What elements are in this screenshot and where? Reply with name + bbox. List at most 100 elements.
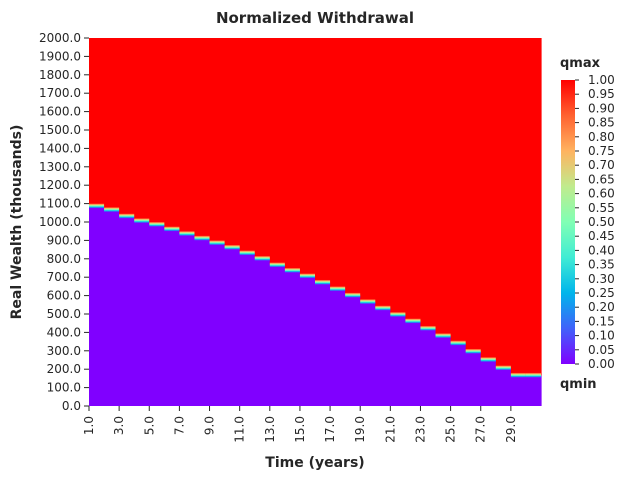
colorbar-tick-label: 0.50 [588,215,615,229]
colorbar-tick-label: 0.55 [588,201,615,215]
heatmap-cell-qmax [435,38,452,337]
heatmap-cell-qmax [495,38,512,369]
heatmap-cell-qmin [345,295,361,406]
heatmap-cell-qmin [134,221,150,406]
boundary-transition-band [315,279,331,285]
heatmap-cell-qmin [405,321,422,406]
heatmap-cell-qmin [179,233,196,406]
heatmap-cell-qmax [375,38,391,309]
heatmap-cell-qmin [194,238,211,406]
colorbar-tick-label: 0.25 [588,286,615,300]
x-axis-label: Time (years) [265,455,364,471]
boundary-transition-band [149,221,165,227]
heatmap-cell-qmax [465,38,482,352]
heatmap-cell-qmax [360,38,376,303]
heatmap-cell-qmax [420,38,437,329]
heatmap-cell-qmin [495,368,512,406]
boundary-transition-band [390,311,406,317]
boundary-transition-band [209,240,225,246]
boundary-transition-band [465,348,481,354]
boundary-transition-layer [89,203,541,378]
boundary-transition-band [345,292,361,298]
heatmap-cell-qmin [224,247,241,406]
heatmap-cell-qmax [164,38,180,230]
heatmap-cell-qmin [284,270,301,406]
boundary-transition-band [104,207,120,213]
colorbar-tick-label: 0.45 [588,229,615,243]
heatmap-cell-qmin [510,375,527,406]
y-tick-label: 600.0 [47,289,81,303]
heatmap-cell-qmin [465,351,482,406]
x-tick-label: 11.0 [233,416,247,443]
boundary-transition-band [450,340,466,346]
heatmap-cell-qmax [480,38,497,360]
heatmap-cell-qmax [194,38,211,239]
boundary-transition-band [495,365,511,371]
heatmap-cell-qmin [450,343,467,406]
x-tick-label: 17.0 [323,416,337,443]
boundary-transition-band [224,244,240,250]
heatmap-cell-qmax [525,38,542,376]
y-tick-label: 1200.0 [39,178,81,192]
boundary-transition-band [360,299,376,305]
x-tick-label: 21.0 [383,416,397,443]
heatmap-cell-qmax [315,38,331,283]
boundary-transition-band [89,203,105,209]
colorbar-ticks: 0.000.050.100.150.200.250.300.350.400.45… [575,73,615,371]
x-tick-label: 25.0 [444,416,458,443]
heatmap-cell-qmax [284,38,301,271]
colorbar-bottom-label: qmin [560,377,597,392]
heatmap-cell-qmax [269,38,286,266]
heatmap-cell-qmax [224,38,241,248]
x-tick-label: 7.0 [172,416,186,435]
y-tick-label: 1700.0 [39,86,81,100]
colorbar-tick-label: 0.15 [588,314,615,328]
boundary-transition-band [194,235,210,241]
heatmap-cell-qmax [330,38,346,290]
x-tick-label: 5.0 [142,416,156,435]
x-tick-label: 9.0 [203,416,217,435]
x-tick-label: 1.0 [82,416,96,435]
colorbar-tick-label: 0.65 [588,172,615,186]
y-tick-label: 1400.0 [39,141,81,155]
colorbar-tick-label: 1.00 [588,73,615,87]
y-tick-label: 900.0 [47,233,81,247]
heatmap-cell-qmin [149,224,165,406]
x-tick-label: 13.0 [263,416,277,443]
colorbar-tick-label: 0.00 [588,357,615,371]
y-axis: 0.0 100.0 200.0 300.0 400.0 500.0 600.0 700.0 80… [39,31,89,413]
y-tick-label: 400.0 [47,325,81,339]
heatmap-cell-qmin [104,210,120,406]
boundary-transition-band [164,226,180,232]
boundary-transition-band [254,255,270,261]
colorbar-tick-label: 0.10 [588,329,615,343]
boundary-transition-band [119,213,135,219]
x-tick-label: 15.0 [293,416,307,443]
heatmap-cell-qmin [254,258,271,406]
colorbar-tick-label: 0.75 [588,144,615,158]
heatmap-cell-qmin [390,314,406,406]
boundary-transition-band [134,218,150,224]
heatmap-cell-qmin [89,206,105,406]
boundary-transition-band [330,286,346,292]
boundary-transition-band [239,250,255,256]
heatmap-cell-qmax [510,38,527,376]
y-tick-label: 1500.0 [39,123,81,137]
boundary-transition-band [179,230,195,236]
boundary-transition-band [405,318,421,324]
y-tick-label: 1300.0 [39,160,81,174]
colorbar-tick-label: 0.95 [588,87,615,101]
heatmap-cell-qmax [149,38,165,225]
heatmap-cell-qmax [134,38,150,222]
y-tick-label: 800.0 [47,252,81,266]
y-axis-label: Real Wealth (thousands) [9,125,25,320]
heatmap-cell-qmin [330,289,346,406]
colorbar-tick-label: 0.70 [588,158,615,172]
y-tick-label: 500.0 [47,307,81,321]
plot-area [89,38,542,406]
y-tick-label: 300.0 [47,344,81,358]
heatmap-cell-qmin [119,216,135,406]
colorbar-top-label: qmax [560,56,601,71]
heatmap-cell-qmin [239,253,256,406]
